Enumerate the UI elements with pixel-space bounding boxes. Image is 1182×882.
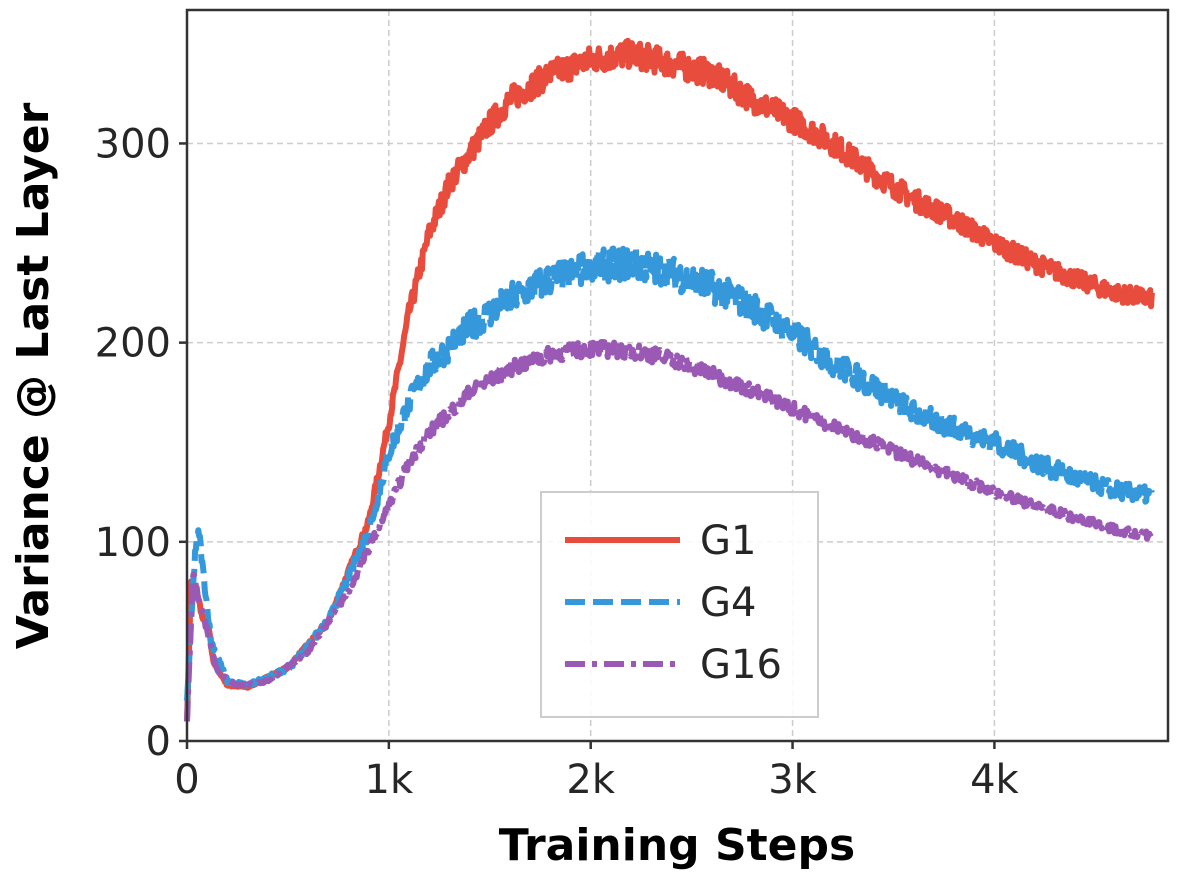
x-tick-label: 2k [566, 757, 615, 803]
x-tick-label: 4k [970, 757, 1019, 803]
y-tick-label: 300 [95, 121, 171, 167]
series-lines [184, 37, 1155, 722]
x-tick-label: 3k [768, 757, 817, 803]
legend-label: G1 [700, 518, 756, 564]
y-tick-label: 0 [146, 719, 171, 765]
x-tick-label: 0 [174, 757, 199, 803]
ticks: 0 1k 2k 3k 4k 0 100 200 300 [95, 121, 1020, 803]
series-line-g16 [184, 339, 1155, 722]
y-tick-label: 200 [95, 321, 171, 367]
legend-label: G4 [700, 580, 756, 626]
series-line-g4 [184, 245, 1155, 701]
x-axis-label: Training Steps [499, 820, 855, 871]
legend: G1 G4 G16 [540, 491, 819, 718]
y-tick-label: 100 [95, 520, 171, 566]
plot-frame [185, 8, 1170, 743]
legend-label: G16 [700, 642, 782, 688]
x-tick-label: 1k [365, 757, 414, 803]
y-axis-label: Variance @ Last Layer [8, 102, 59, 649]
